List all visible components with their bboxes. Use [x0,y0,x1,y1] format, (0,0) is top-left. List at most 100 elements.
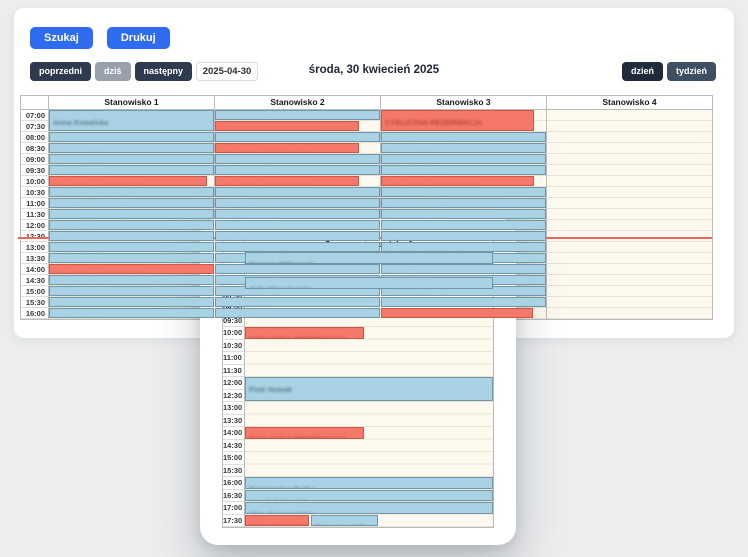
event-label: CYKLICZNA REZERWACJA [249,335,347,338]
event-label: Grzegorz Mazur [219,140,275,141]
booking-event[interactable]: Damian Witkowski [245,252,493,264]
booking-event[interactable]: Andrzej Baran [49,308,214,318]
booking-event[interactable]: Magdalena Sokołowska [381,242,546,252]
booking-event[interactable]: Anna Kowalska [49,110,214,131]
day-view-button[interactable]: dzień [621,62,663,81]
booking-event[interactable]: Rafał Włodarczyk [381,187,546,197]
booking-event[interactable]: Sebastian Bąk [381,154,546,164]
event-label: Łukasz Majewski [219,294,279,295]
booking-event[interactable]: Julia Michalak [215,231,380,241]
event-label: Monika Dąbrowska [53,228,121,229]
booking-event[interactable]: Maria Kamińska [49,165,214,175]
booking-event[interactable]: Emilia Ostrowska [215,209,380,219]
recurring-reservation-event[interactable]: CYKLICZNA REZERWACJA [245,327,365,339]
event-label: Emilia Ostrowska [219,217,282,218]
event-label: Karolina Walczak [385,173,446,174]
booking-event[interactable]: Adrian Borkowski [381,231,546,241]
booking-event[interactable]: Bartosz Michalski [49,286,214,296]
search-button[interactable]: Szukaj [30,27,93,49]
recurring-reservation-event[interactable]: CYKLICZNA REZERWACJA [381,308,533,318]
today-button[interactable]: dziś [95,62,131,81]
event-label: Magdalena Sokołowska [385,250,469,251]
booking-event[interactable]: Przemysław Rutka [245,477,493,489]
recurring-reservation-event[interactable]: CYKLICZNA REZERWACJA [215,121,359,131]
previous-day-button[interactable]: poprzedni [30,62,91,81]
booking-event[interactable]: Dawid Wieczorek [215,264,380,274]
time-label: 11:00 [21,198,48,209]
event-label: Rafał Włodarczyk [385,195,447,196]
recurring-reservation-event[interactable]: CYKLICZNA REZERWACJA [381,176,535,186]
event-label: Hanna Stępień [219,305,271,306]
booking-event[interactable]: Daniel Tomaszewski [381,132,546,142]
event-label: Maria Kamińska [53,173,110,174]
booking-event[interactable]: Szymon Adamczyk [215,242,380,252]
event-label: Ewa Krawczyk [219,162,271,163]
booking-event[interactable]: Marcin Pawłowski [215,220,380,230]
booking-event[interactable]: Michał Lewandowski [49,187,214,197]
booking-event[interactable]: Agnieszka Zielińska [49,198,214,208]
booking-event[interactable]: Jakub Kaczmarek [49,231,214,241]
event-label: Jakub Kaczmarek [53,239,116,240]
column-header[interactable]: Stanowisko 3 [380,96,546,109]
recurring-reservation-event[interactable]: CYKLICZNA REZERWACJA [215,176,359,186]
booking-event[interactable]: Natalia Górska [49,242,214,252]
time-label: 09:00 [21,154,48,165]
booking-event[interactable]: Klaudia Czarnecka [381,220,546,230]
booking-event[interactable]: Alicja Jankowska [215,110,380,120]
recurring-reservation-event[interactable]: CYKLICZNA REZERWACJA [245,514,310,526]
recurring-reservation-event[interactable]: CYKLICZNA REZERWACJA [49,176,208,186]
recurring-reservation-event[interactable]: CYKLICZNA REZERWACJA [381,110,535,131]
employee-schedule-table: Szymon stanowisko 107:0007:3008:0008:300… [222,237,494,528]
booking-event[interactable]: Joanna Pawlak [49,275,214,285]
time-label: 13:30 [21,253,48,264]
booking-event[interactable]: Olga Szczepańska [245,502,493,514]
recurring-reservation-event[interactable]: CYKLICZNA REZERWACJA [49,264,214,274]
booking-event[interactable]: Paulina Szulc [381,264,546,274]
booking-event[interactable]: Kamil Nowicki [215,198,380,208]
booking-event[interactable]: Patryk Sadowski [381,209,546,219]
date-input[interactable] [196,62,259,81]
booking-event[interactable]: Monika Dąbrowska [49,220,214,230]
event-label: Marek Król [53,261,92,262]
booking-event[interactable]: Paweł Grabowski [215,165,380,175]
booking-event[interactable]: Wiktoria Zając [49,297,214,307]
booking-event[interactable]: Ewa Krawczyk [215,154,380,164]
event-label: CYKLICZNA REZERWACJA [249,523,308,526]
booking-event[interactable]: Piotr Nowak [49,132,214,142]
booking-event[interactable]: Radosław Wilk [310,514,378,526]
booking-event[interactable]: Marek Król [49,253,214,263]
booking-event[interactable]: Katarzyna Wiśniewska [49,143,214,153]
time-label: 16:30 [223,490,244,502]
booking-event[interactable]: Karolina Walczak [381,165,546,175]
booking-event[interactable]: Martyna Wróbel [381,143,546,153]
column-header[interactable]: Stanowisko 4 [546,96,712,109]
time-label: 15:00 [223,452,244,465]
booking-event[interactable]: Filip Czerwiński [215,308,380,318]
booking-event[interactable]: Julia Wesołowska [245,277,493,289]
booking-event[interactable]: Grzegorz Mazur [215,132,380,142]
time-label: 07:00 [21,110,48,121]
booking-event[interactable]: Zofia Lis [215,187,380,197]
week-view-button[interactable]: tydzień [666,62,716,81]
time-label: 11:30 [223,365,244,377]
event-label: Bartosz Michalski [53,294,116,295]
time-label: 15:30 [223,465,244,477]
booking-event[interactable]: Emilia Chmielewska [381,198,546,208]
booking-event[interactable]: Hanna Stępień [215,297,380,307]
booking-event[interactable]: Tomasz Wójcik [49,154,214,164]
event-label: CYKLICZNA REZERWACJA [249,435,347,438]
booking-event[interactable]: Krzysztof Szymański [49,209,214,219]
booking-event[interactable]: Igor Sokołowski [245,489,493,501]
print-button[interactable]: Drukuj [106,27,170,49]
recurring-reservation-event[interactable]: CYKLICZNA REZERWACJA [245,427,365,439]
date-nav-group: poprzedni dziś następny [30,62,259,81]
booking-event[interactable]: Norbert Gajewski [381,297,546,307]
time-label: 12:00 [21,220,48,231]
booking-event[interactable]: Piotr Nowak [245,377,493,401]
next-day-button[interactable]: następny [134,62,193,81]
recurring-reservation-event[interactable]: CYKLICZNA REZERWACJA [215,143,359,153]
column-header[interactable]: Stanowisko 2 [214,96,380,109]
time-label: 11:00 [223,352,244,365]
column-header[interactable]: Stanowisko 1 [48,96,214,109]
